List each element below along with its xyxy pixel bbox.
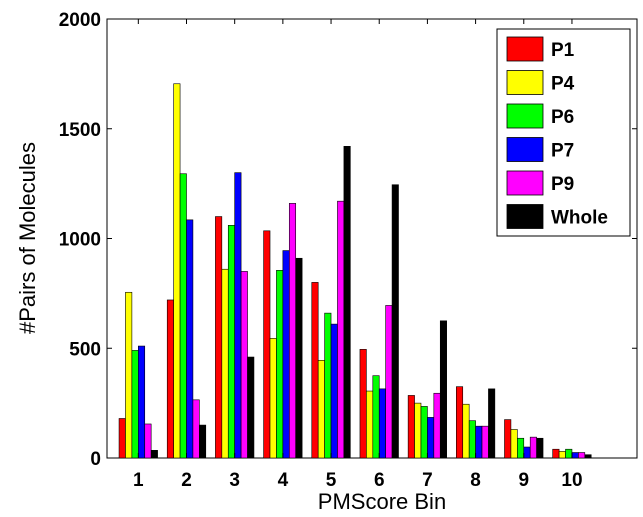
- legend-label-p7: P7: [551, 141, 574, 162]
- bar-p1-10: [552, 448, 560, 459]
- bar-p6-7: [420, 406, 428, 459]
- bar-p1-3: [215, 216, 223, 459]
- bar-whole-7: [439, 320, 447, 459]
- bar-whole-6: [391, 184, 399, 459]
- bar-p4-4: [269, 338, 277, 459]
- bar-p7-6: [378, 388, 386, 459]
- legend-swatch-p7: [506, 137, 544, 162]
- bar-whole-10: [584, 454, 592, 459]
- legend-label-whole: Whole: [551, 208, 608, 229]
- bars-layer: [118, 83, 592, 459]
- bar-p1-8: [456, 386, 464, 459]
- bar-p6-5: [324, 312, 332, 459]
- bar-p7-2: [186, 219, 194, 459]
- bar-whole-5: [343, 146, 351, 459]
- legend-swatch-p9: [506, 170, 544, 196]
- legend-label-p6: P6: [551, 107, 574, 128]
- bar-p4-1: [125, 291, 133, 459]
- bar-whole-8: [488, 388, 496, 459]
- bar-p6-2: [179, 173, 187, 459]
- x-tick-label: 3: [229, 470, 240, 491]
- bar-whole-4: [295, 257, 303, 459]
- bar-p7-10: [571, 452, 579, 459]
- legend-label-p1: P1: [551, 40, 575, 61]
- bar-p4-10: [558, 451, 566, 459]
- legend: P1 P4 P6 P7 P9 Whole: [496, 28, 631, 237]
- bar-p9-9: [529, 436, 537, 459]
- y-tick-label: 1000: [59, 230, 101, 251]
- x-tick-label: 4: [278, 470, 289, 491]
- bar-p1-4: [263, 230, 271, 459]
- y-tick-label: 1500: [59, 120, 101, 141]
- bar-p4-2: [173, 83, 181, 459]
- bar-p7-8: [475, 425, 483, 459]
- bar-p4-8: [462, 403, 470, 459]
- bar-whole-3: [247, 356, 255, 459]
- y-tick-label: 500: [69, 339, 101, 360]
- bar-p9-1: [144, 423, 152, 459]
- x-tick-label: 6: [374, 470, 385, 491]
- bar-p7-1: [138, 345, 146, 459]
- bar-p7-5: [330, 323, 338, 459]
- bar-p1-7: [407, 395, 415, 459]
- bar-p9-10: [578, 452, 586, 459]
- bar-p6-8: [468, 420, 476, 459]
- bar-p7-9: [523, 446, 531, 459]
- y-axis-ticks: 0 500 1000 1500 2000: [59, 10, 637, 470]
- bar-p9-6: [385, 305, 393, 459]
- x-axis-ticks: 1 2 3 4 5 6 7 8 9 10: [133, 19, 583, 491]
- bar-p6-4: [276, 270, 284, 459]
- bar-p4-5: [317, 360, 325, 459]
- y-axis-title: #Pairs of Molecules: [15, 142, 40, 334]
- bar-p6-3: [227, 225, 235, 459]
- x-axis-title: PMScore Bin: [318, 489, 446, 514]
- bar-p1-9: [504, 419, 512, 459]
- bar-whole-2: [199, 424, 207, 459]
- bar-p9-5: [337, 200, 345, 459]
- x-tick-label: 2: [181, 470, 192, 491]
- bar-p1-1: [118, 418, 126, 459]
- bar-p4-7: [414, 402, 422, 459]
- x-tick-label: 7: [422, 470, 433, 491]
- y-tick-label: 2000: [59, 10, 101, 31]
- bar-p6-9: [517, 437, 525, 459]
- bar-p6-1: [131, 350, 139, 459]
- x-tick-label: 10: [561, 470, 582, 491]
- x-tick-label: 8: [470, 470, 481, 491]
- bar-p6-10: [565, 448, 573, 459]
- bar-whole-9: [536, 437, 544, 459]
- x-tick-label: 5: [326, 470, 337, 491]
- bar-p4-6: [366, 390, 374, 459]
- x-tick-label: 9: [518, 470, 529, 491]
- legend-swatch-p1: [506, 36, 544, 62]
- legend-swatch-whole: [506, 204, 544, 229]
- legend-box: [496, 28, 631, 237]
- bar-p1-6: [359, 349, 367, 459]
- bar-p1-2: [166, 299, 174, 459]
- bar-p9-2: [192, 399, 200, 459]
- bar-p7-7: [427, 417, 435, 459]
- bar-p4-3: [221, 268, 229, 459]
- bar-p1-5: [311, 282, 319, 459]
- bar-p9-7: [433, 392, 441, 459]
- bar-p9-8: [481, 425, 489, 459]
- bar-p9-3: [240, 271, 248, 459]
- bar-p4-9: [510, 429, 518, 459]
- legend-label-p4: P4: [551, 74, 575, 95]
- bar-p7-3: [234, 172, 242, 459]
- y-tick-label: 0: [90, 449, 101, 470]
- bar-p9-4: [288, 203, 297, 459]
- legend-label-p9: P9: [551, 174, 574, 195]
- bar-p7-4: [282, 250, 290, 459]
- bar-whole-1: [150, 450, 158, 459]
- legend-swatch-p6: [506, 103, 544, 129]
- x-tick-label: 1: [133, 470, 144, 491]
- legend-swatch-p4: [506, 70, 544, 95]
- bar-p6-6: [372, 375, 380, 459]
